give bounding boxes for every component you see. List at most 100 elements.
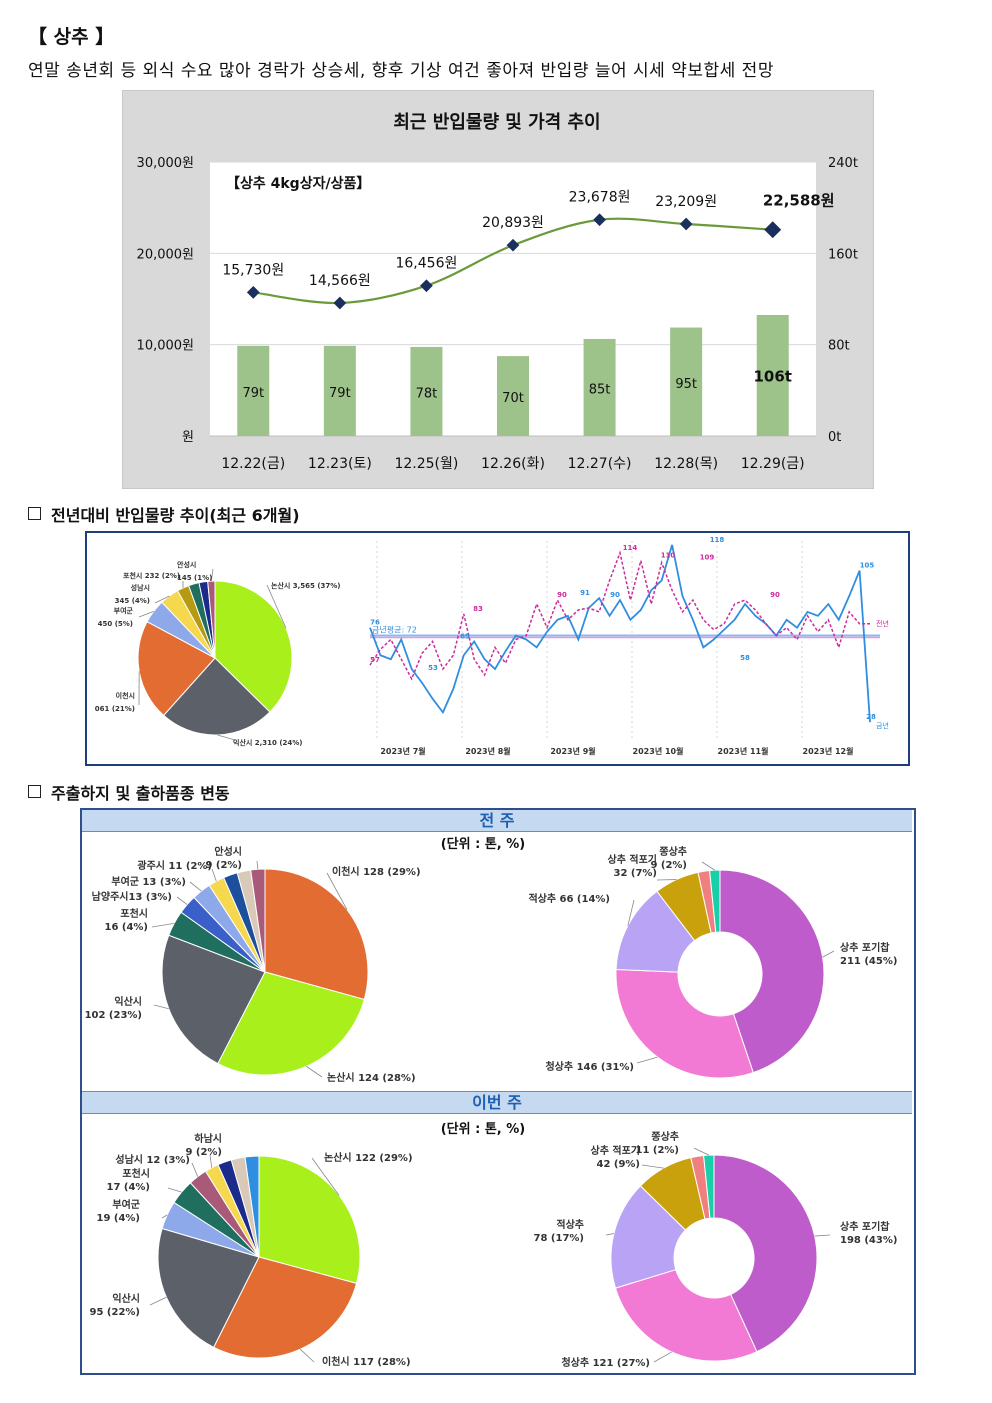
pie-slice (213, 1256, 358, 1359)
bar-data-label: 79t (329, 386, 351, 401)
price-data-label: 15,730원 (222, 262, 284, 278)
pie-slice (250, 868, 266, 973)
price-data-label: 16,456원 (395, 256, 457, 272)
leader-line (256, 860, 259, 870)
leader-line (299, 1348, 315, 1363)
x-tick-label: 12.25(월) (394, 456, 458, 472)
leader-line (814, 1234, 831, 1237)
pie-label: 19 (4%) (96, 1213, 140, 1224)
pie-label: 부여군 (112, 1198, 140, 1211)
leader-line (151, 922, 175, 928)
price-marker (764, 221, 782, 239)
trend-x-label: 2023년 10월 (633, 746, 684, 756)
page-title: 【 상추 】 (28, 26, 115, 48)
pie-label: 익산시 (114, 995, 142, 1008)
unit-label-prev: (단위 : 톤, %) (440, 837, 526, 852)
leader-line (701, 861, 716, 871)
pie-label: 11 (2%) (635, 1145, 679, 1156)
pie-label: 성남시 12 (3%) (115, 1153, 190, 1166)
bar-data-label: 106t (753, 367, 791, 385)
trend-x-label: 2023년 12월 (803, 746, 854, 756)
pie-label: 광주시 11 (2%) (137, 860, 212, 872)
pie-label: 논산시 3,565 (37%) (271, 581, 341, 590)
leader-line (217, 734, 236, 741)
trend-point-label: 58 (740, 654, 750, 662)
y-right-tick-label: 160t (828, 247, 858, 262)
series-end-label: 전년 (876, 619, 889, 628)
leader-line (138, 610, 154, 618)
price-line (253, 217, 773, 305)
bar-data-label: 95t (675, 377, 697, 392)
week-this-band: 이번 주 (82, 1091, 912, 1114)
trend-point-label: 105 (860, 562, 875, 570)
checkbox-icon (28, 507, 41, 520)
leader-line (693, 1147, 709, 1156)
leader-line (311, 1157, 340, 1196)
price-data-label: 22,588원 (763, 192, 835, 210)
origin-pie-prev-week: 이천시 128 (29%) 논산시 124 (28%) 익산시 102 (23%) 포… (85, 845, 421, 1084)
trend-point-label: 118 (710, 536, 725, 544)
series-end-label: 금년 (876, 721, 889, 730)
pie-label: 78 (17%) (534, 1233, 584, 1244)
pie-label: 95 (22%) (90, 1307, 140, 1318)
volume-bar (237, 345, 270, 436)
trend-point-label: 53 (428, 664, 438, 672)
pie-label: 9 (2%) (205, 860, 242, 871)
variety-donut-prev-week: 상추 포기찹 211 (45%) 청상추 146 (31%) 적상추 66 (14%… (528, 845, 897, 1079)
leader-line (636, 1056, 658, 1064)
trend-point-label: 83 (473, 605, 483, 613)
pie-label: 198 (43%) (840, 1235, 897, 1246)
trend-point-label: 76 (370, 619, 380, 627)
section-origin-heading: 주출하지 및 출하품종 변동 (28, 780, 230, 804)
pie-slice (157, 1227, 260, 1348)
section-origin-label: 주출하지 및 출하품종 변동 (51, 784, 230, 803)
trend-point-label: 114 (623, 544, 638, 552)
pie-label: 상추 포기찹 (840, 941, 890, 954)
origin-pie-this-week: 논산시 122 (29%) 이천시 117 (28%) 익산시 95 (22%) 부여… (90, 1132, 413, 1368)
pie-label: 32 (7%) (613, 868, 657, 879)
pie-label: 안성시 (177, 560, 196, 569)
leader-line (210, 568, 214, 582)
trend-point-label: 69 (460, 632, 470, 640)
trend-point-label: 109 (700, 554, 715, 562)
pie-slice (703, 1154, 715, 1219)
pie-label: 이천시 (116, 691, 135, 700)
leader-line (189, 881, 202, 892)
pie-label: 포천시 (120, 907, 148, 920)
y-left-tick-label: 20,000원 (137, 247, 194, 262)
volume-bar (410, 346, 443, 436)
x-tick-label: 12.28(목) (654, 456, 718, 472)
chart-annotation: 【상추 4kg상자/상품】 (226, 176, 370, 192)
leader-line (149, 1296, 167, 1306)
price-marker (593, 213, 606, 227)
trend-x-label: 2023년 8월 (465, 746, 510, 756)
leader-line (306, 1066, 323, 1078)
volume-bar (323, 345, 356, 436)
pie-label: 102 (23%) (85, 1010, 142, 1021)
leader-line (822, 950, 835, 958)
price-data-label: 20,893원 (482, 215, 544, 231)
pie-label: 211 (45%) (840, 956, 897, 967)
chart-title: 최근 반입물량 및 가격 추이 (393, 111, 600, 133)
leader-line (211, 868, 217, 882)
pie-slice (258, 1155, 361, 1284)
checkbox-icon (28, 785, 41, 798)
pie-label: 42 (9%) (596, 1159, 640, 1170)
leader-line (605, 1233, 615, 1236)
pie-slice (713, 1154, 818, 1353)
bar-data-label: 70t (502, 391, 524, 406)
y-right-tick-label: 240t (828, 156, 858, 171)
pie-label: 논산시 124 (28%) (327, 1071, 416, 1084)
volume-bar (583, 338, 616, 436)
bar-data-label: 85t (589, 382, 611, 397)
price-data-label: 23,678원 (569, 190, 631, 206)
pie-label: 부여군 13 (3%) (111, 875, 186, 888)
pie-label: 청상추 121 (27%) (561, 1356, 650, 1369)
leader-line (641, 1164, 664, 1169)
leader-line (627, 899, 635, 926)
volume-bar (670, 327, 703, 436)
pie-label: 부여군 (114, 606, 134, 615)
pie-label: 성남시 (131, 583, 150, 592)
price-marker (420, 279, 433, 293)
pie-slice (137, 620, 216, 717)
